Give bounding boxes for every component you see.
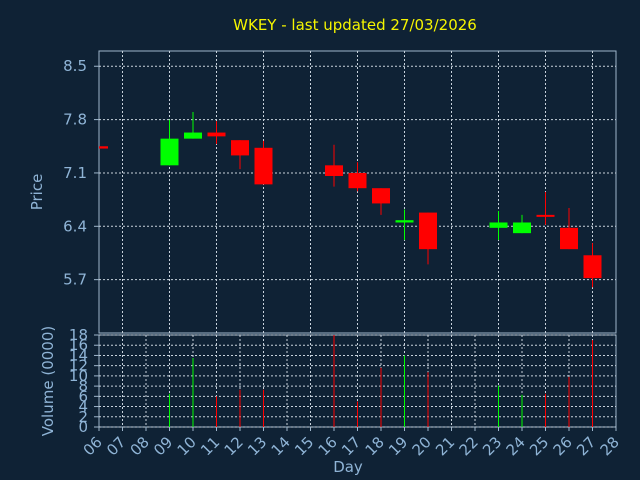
candle-body — [184, 132, 202, 139]
candle-body — [489, 222, 508, 228]
candle-23 — [489, 211, 508, 241]
volume-tick-label: 18 — [69, 326, 88, 344]
x-tick-label: 06 — [80, 433, 106, 459]
x-tick-label: 17 — [338, 433, 364, 459]
volume-bars — [169, 335, 593, 427]
candle-20 — [419, 212, 437, 265]
volume-tick-label: 0 — [78, 418, 88, 436]
candles — [99, 111, 602, 288]
candle-10 — [184, 111, 202, 139]
price-tick-label: 7.8 — [63, 111, 87, 129]
x-tick-label: 09 — [150, 433, 176, 459]
price-tick-label: 6.4 — [63, 217, 87, 235]
x-tick-label: 18 — [362, 433, 388, 459]
x-tick-label: 14 — [268, 433, 294, 459]
candle-25 — [536, 192, 555, 225]
x-tick-label: 10 — [174, 433, 200, 459]
volume-axis-label: Volume (0000) — [39, 326, 57, 436]
x-tick-label: 12 — [221, 433, 247, 459]
candle-11 — [207, 121, 226, 144]
x-tick-label: 07 — [103, 433, 129, 459]
candle-body — [536, 214, 555, 217]
candle-body — [372, 188, 390, 204]
candle-19 — [395, 209, 414, 241]
volume-tick-label: 12 — [69, 357, 88, 375]
candle-body — [325, 165, 343, 176]
x-tick-label: 21 — [432, 433, 458, 459]
x-tick-label: 23 — [479, 433, 505, 459]
price-tick-label: 5.7 — [63, 271, 87, 289]
volume-tick-label: 10 — [69, 367, 88, 385]
candle-18 — [372, 188, 390, 215]
price-panel: 8.5 7.8 7.1 6.4 5.7 Price — [28, 50, 617, 334]
volume-tick-label: 6 — [78, 387, 88, 405]
x-axis-label: Day — [333, 458, 363, 476]
candle-26 — [560, 208, 578, 250]
candle-body — [419, 212, 437, 250]
candle-24 — [513, 214, 531, 234]
candle-body — [231, 140, 249, 156]
candle-body — [583, 255, 602, 279]
candle-16 — [325, 144, 343, 187]
chart-title: WKEY - last updated 27/03/2026 — [233, 16, 477, 34]
price-tick-label: 7.1 — [63, 164, 87, 182]
x-tick-label: 24 — [503, 433, 529, 459]
x-tick-label: 28 — [597, 433, 623, 459]
candle-body — [348, 172, 367, 189]
x-tick-label: 19 — [385, 433, 411, 459]
candle-body — [207, 132, 226, 137]
price-grid — [99, 51, 616, 333]
candle-body — [560, 227, 578, 250]
x-tick-labels: 0607080910111213141516171819202122232425… — [80, 427, 623, 459]
candle-17 — [348, 162, 367, 192]
volume-tick-label: 14 — [69, 346, 88, 364]
candle-12 — [231, 140, 249, 170]
price-axis-label: Price — [28, 174, 46, 211]
candle-body — [395, 220, 414, 223]
price-y-tick-labels: 8.5 7.8 7.1 6.4 5.7 — [63, 57, 99, 289]
candle-27 — [583, 243, 602, 288]
x-tick-label: 16 — [315, 433, 341, 459]
x-tick-label: 27 — [573, 433, 599, 459]
volume-tick-label: 8 — [78, 377, 88, 395]
x-tick-label: 08 — [127, 433, 153, 459]
x-tick-label: 22 — [456, 433, 482, 459]
volume-tick-label: 16 — [69, 336, 88, 354]
x-tick-label: 25 — [526, 433, 552, 459]
candle-body — [513, 222, 531, 234]
candle-06 — [99, 146, 108, 149]
candle-09 — [160, 119, 179, 166]
candle-body — [254, 147, 273, 185]
price-tick-label: 8.5 — [63, 57, 87, 75]
candle-13 — [254, 140, 273, 185]
x-tick-label: 26 — [550, 433, 576, 459]
x-tick-label: 15 — [291, 433, 317, 459]
candle-body — [99, 146, 108, 149]
volume-tick-label: 4 — [78, 398, 88, 416]
x-tick-label: 20 — [409, 433, 435, 459]
x-tick-label: 11 — [197, 433, 223, 459]
volume-tick-label: 2 — [78, 408, 88, 426]
x-tick-label: 13 — [244, 433, 270, 459]
candle-body — [160, 138, 179, 166]
